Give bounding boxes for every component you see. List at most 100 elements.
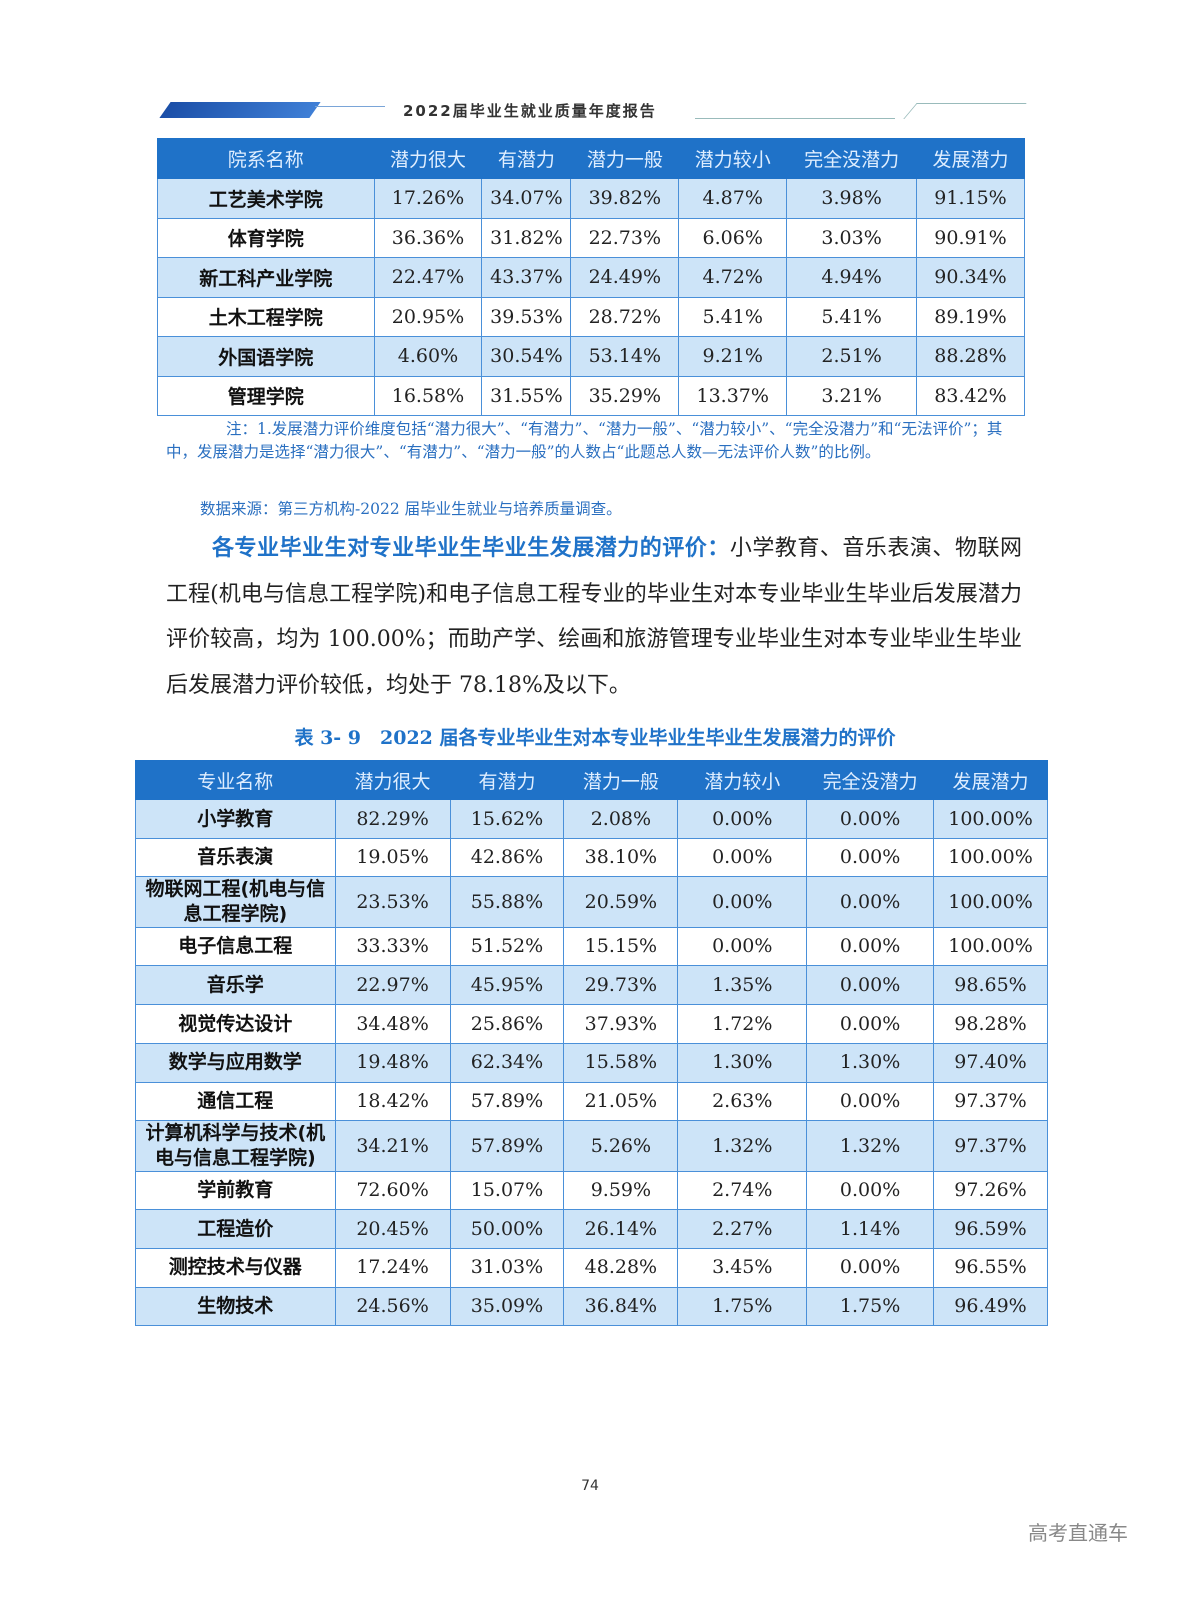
value-cell: 20.59% (563, 876, 679, 928)
value-cell: 51.52% (449, 926, 565, 967)
value-cell: 43.37% (481, 257, 572, 298)
value-cell: 97.40% (933, 1042, 1048, 1083)
value-cell: 0.00% (677, 876, 808, 928)
table-row: 工艺美术学院 17.26% 34.07% 39.82% 4.87% 3.98% 91.15% (157, 178, 1025, 219)
value-cell: 19.48% (334, 1042, 451, 1083)
value-cell: 83.42% (916, 375, 1025, 416)
row-name-cell: 计算机科学与技术(机电与信息工程学院) (135, 1120, 336, 1172)
row-name-cell: 生物技术 (135, 1286, 336, 1327)
value-cell: 25.86% (449, 1004, 565, 1044)
value-cell: 0.00% (806, 1081, 935, 1122)
value-cell: 15.07% (449, 1170, 565, 1211)
value-cell: 1.30% (806, 1042, 935, 1083)
value-cell: 22.97% (334, 965, 451, 1006)
row-name-cell: 工程造价 (135, 1209, 336, 1249)
value-cell: 57.89% (449, 1081, 565, 1122)
value-cell: 98.65% (933, 965, 1048, 1006)
value-cell: 35.09% (449, 1286, 565, 1327)
row-name-cell: 通信工程 (135, 1081, 336, 1122)
value-cell: 100.00% (933, 837, 1048, 878)
value-cell: 39.53% (481, 296, 572, 337)
row-name-cell: 土木工程学院 (157, 296, 375, 337)
column-header: 专业名称 (135, 760, 336, 800)
value-cell: 20.45% (334, 1209, 451, 1249)
value-cell: 1.14% (806, 1209, 935, 1249)
table-row: 工程造价 20.45% 50.00% 26.14% 2.27% 1.14% 96.59% (135, 1209, 1048, 1249)
value-cell: 62.34% (449, 1042, 565, 1083)
value-cell: 42.86% (449, 837, 565, 878)
value-cell: 3.21% (786, 375, 918, 416)
value-cell: 34.48% (334, 1004, 451, 1044)
watermark: 高考直通车 (1028, 1521, 1128, 1545)
row-name-cell: 管理学院 (157, 375, 375, 416)
row-name-cell: 音乐表演 (135, 837, 336, 878)
value-cell: 98.28% (933, 1004, 1048, 1044)
table-row: 生物技术 24.56% 35.09% 36.84% 1.75% 1.75% 96.49% (135, 1286, 1048, 1327)
value-cell: 100.00% (933, 876, 1048, 928)
row-name-cell: 学前教育 (135, 1170, 336, 1211)
row-name-cell: 电子信息工程 (135, 926, 336, 967)
value-cell: 96.59% (933, 1209, 1048, 1249)
value-cell: 57.89% (449, 1120, 565, 1172)
value-cell: 24.56% (334, 1286, 451, 1327)
value-cell: 4.72% (678, 257, 788, 298)
row-name-cell: 物联网工程(机电与信息工程学院) (135, 876, 336, 928)
value-cell: 18.42% (334, 1081, 451, 1122)
value-cell: 19.05% (334, 837, 451, 878)
value-cell: 31.82% (481, 217, 572, 258)
table-row: 外国语学院 4.60% 30.54% 53.14% 9.21% 2.51% 88.28% (157, 336, 1025, 377)
page-header: 2022届毕业生就业质量年度报告 (159, 98, 1027, 124)
value-cell: 0.00% (806, 799, 935, 839)
value-cell: 38.10% (563, 837, 679, 878)
table-row: 土木工程学院 20.95% 39.53% 28.72% 5.41% 5.41% 89.19% (157, 296, 1025, 337)
value-cell: 96.55% (933, 1247, 1048, 1288)
value-cell: 15.58% (563, 1042, 679, 1083)
row-name-cell: 视觉传达设计 (135, 1004, 336, 1044)
table-row: 音乐表演 19.05% 42.86% 38.10% 0.00% 0.00% 100.00% (135, 837, 1048, 878)
value-cell: 34.07% (481, 178, 572, 219)
table-row: 视觉传达设计 34.48% 25.86% 37.93% 1.72% 0.00% 98.28% (135, 1004, 1048, 1044)
value-cell: 1.32% (806, 1120, 935, 1172)
table-row: 通信工程 18.42% 57.89% 21.05% 2.63% 0.00% 97.37% (135, 1081, 1048, 1122)
value-cell: 33.33% (334, 926, 451, 967)
value-cell: 48.28% (563, 1247, 679, 1288)
row-name-cell: 小学教育 (135, 799, 336, 839)
value-cell: 90.34% (916, 257, 1025, 298)
value-cell: 22.73% (570, 217, 680, 258)
value-cell: 91.15% (916, 178, 1025, 219)
table-row: 管理学院 16.58% 31.55% 35.29% 13.37% 3.21% 83.42% (157, 375, 1025, 416)
body-paragraph: 各专业毕业生对专业毕业生毕业生发展潜力的评价：小学教育、音乐表演、物联网工程(机… (166, 526, 1022, 708)
column-header: 院系名称 (157, 138, 375, 179)
row-name-cell: 音乐学 (135, 965, 336, 1006)
value-cell: 88.28% (916, 336, 1025, 377)
column-header: 潜力很大 (373, 138, 483, 179)
value-cell: 9.21% (678, 336, 788, 377)
value-cell: 0.00% (677, 837, 808, 878)
value-cell: 0.00% (677, 926, 808, 967)
value-cell: 17.24% (334, 1247, 451, 1288)
value-cell: 15.62% (449, 799, 565, 839)
value-cell: 1.32% (677, 1120, 808, 1172)
value-cell: 100.00% (933, 799, 1048, 839)
value-cell: 17.26% (373, 178, 483, 219)
college-potential-table: 院系名称 潜力很大 有潜力 潜力一般 潜力较小 完全没潜力 发展潜力 工艺美术学院 17.26%… (157, 138, 1025, 416)
value-cell: 6.06% (678, 217, 788, 258)
value-cell: 2.63% (677, 1081, 808, 1122)
column-header: 潜力一般 (563, 760, 679, 800)
value-cell: 34.21% (334, 1120, 451, 1172)
value-cell: 36.36% (373, 217, 483, 258)
value-cell: 1.75% (677, 1286, 808, 1327)
value-cell: 0.00% (806, 837, 935, 878)
value-cell: 45.95% (449, 965, 565, 1006)
page-number: 74 (581, 1478, 599, 1494)
table-row: 体育学院 36.36% 31.82% 22.73% 6.06% 3.03% 90.91% (157, 217, 1025, 258)
table-row: 新工科产业学院 22.47% 43.37% 24.49% 4.72% 4.94% 90.34… (157, 257, 1025, 298)
value-cell: 26.14% (563, 1209, 679, 1249)
row-name-cell: 新工科产业学院 (157, 257, 375, 298)
value-cell: 16.58% (373, 375, 483, 416)
value-cell: 5.41% (678, 296, 788, 337)
column-header: 潜力一般 (570, 138, 680, 179)
value-cell: 53.14% (570, 336, 680, 377)
value-cell: 96.49% (933, 1286, 1048, 1327)
value-cell: 2.74% (677, 1170, 808, 1211)
